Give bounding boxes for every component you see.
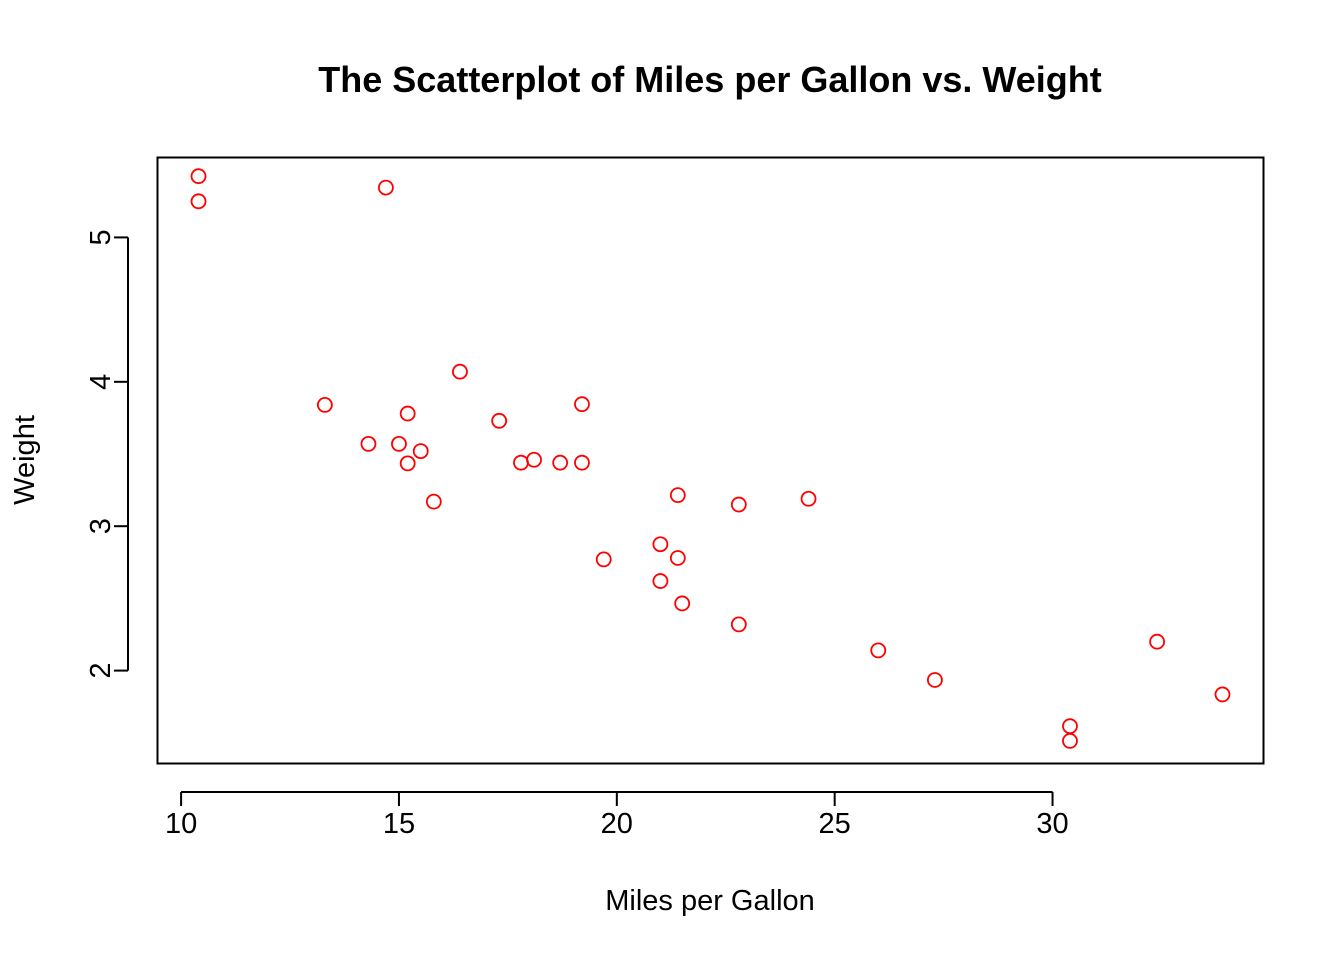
data-point (513, 454, 529, 471)
data-point (926, 672, 943, 688)
data-point (391, 435, 407, 452)
data-point (1149, 633, 1166, 650)
data-point (674, 595, 691, 612)
data-point (652, 536, 669, 553)
data-point (1214, 686, 1231, 703)
data-point (669, 550, 686, 566)
data-point (190, 193, 207, 210)
data-point (1062, 718, 1078, 735)
data-point (1062, 733, 1078, 749)
data-point (730, 616, 747, 633)
data-point (800, 490, 817, 507)
data-point (652, 573, 669, 589)
x-tick-label: 30 (1036, 808, 1068, 840)
data-point (399, 405, 416, 422)
chart-title: The Scatterplot of Miles per Gallon vs. … (318, 59, 1101, 100)
data-point (491, 412, 508, 429)
x-axis: 10 15 20 25 30 (165, 791, 1069, 840)
data-point (452, 363, 468, 380)
data-point (595, 551, 612, 568)
data-point (730, 496, 747, 513)
y-tick-label: 4 (85, 374, 117, 390)
data-point (190, 168, 207, 185)
x-tick-label: 15 (383, 808, 415, 840)
x-tick-label: 10 (165, 808, 197, 840)
x-tick-label: 25 (819, 808, 851, 840)
data-point (574, 454, 590, 471)
data-point (399, 455, 416, 472)
data-point (574, 396, 590, 413)
data-point (412, 443, 429, 460)
y-tick-label: 2 (85, 663, 117, 679)
data-point (377, 179, 394, 196)
x-tick-label: 20 (601, 808, 633, 840)
data-points (190, 168, 1231, 749)
x-axis-label: Miles per Gallon (605, 885, 815, 917)
plot-frame (156, 156, 1265, 765)
data-point (870, 642, 887, 659)
y-tick-label: 3 (85, 518, 117, 534)
data-point (360, 435, 377, 452)
data-point (669, 487, 686, 504)
data-point (316, 397, 333, 413)
data-point (425, 493, 442, 510)
data-point (526, 451, 542, 468)
y-axis-label: Weight (9, 415, 41, 505)
data-point (552, 454, 569, 471)
y-tick-label: 5 (85, 229, 117, 245)
y-axis: 2 3 4 5 (85, 229, 129, 679)
